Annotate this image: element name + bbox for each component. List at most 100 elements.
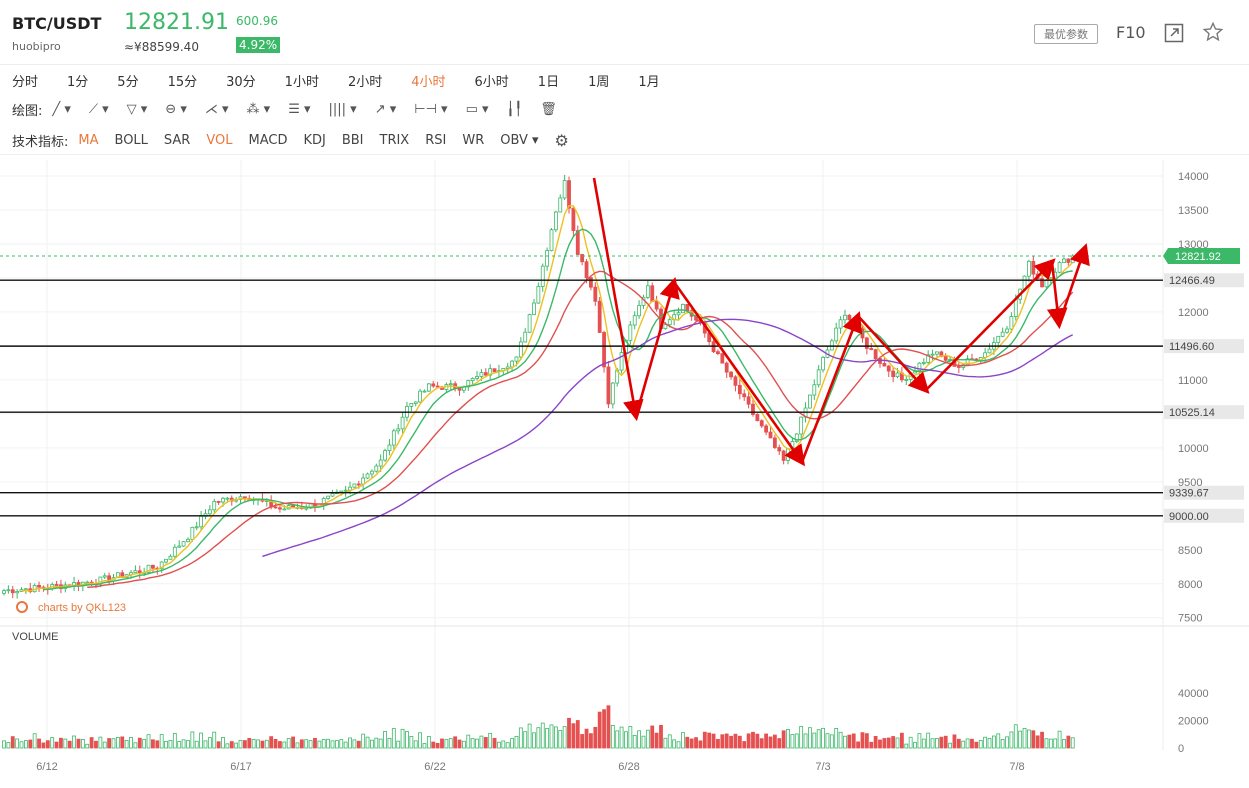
price-tick-label: 8500 (1178, 545, 1202, 557)
timeframe-tab[interactable]: 分时 (12, 74, 39, 90)
volume-bar (589, 733, 593, 749)
indicator-button[interactable]: BOLL (114, 132, 148, 148)
candle-tool-icon[interactable]: ╽╿ (506, 101, 523, 117)
candle-body (996, 335, 1001, 343)
symbol-title: BTC/USDT (12, 14, 102, 33)
timeframe-tab[interactable]: 1分 (67, 74, 89, 90)
volume-bar (172, 733, 177, 749)
candle-body (935, 351, 939, 355)
timeframe-tab[interactable]: 5分 (117, 74, 139, 90)
zigzag-tool-icon[interactable]: ⋌ ▾ (204, 101, 229, 117)
fib-tool-icon[interactable]: ☰ ▾ (288, 101, 311, 117)
volume-bar (234, 742, 239, 749)
indicator-button[interactable]: WR (462, 132, 485, 148)
gear-icon[interactable]: ⚙ (554, 130, 569, 150)
volume-bar (339, 739, 344, 749)
volume-bar (1057, 730, 1062, 749)
timeframe-tab[interactable]: 1周 (588, 74, 610, 90)
candle-body (356, 483, 361, 486)
volume-bar (164, 740, 168, 749)
timeframe-tab[interactable]: 2小时 (347, 74, 383, 90)
indicator-button[interactable]: KDJ (303, 132, 326, 148)
candle-body (610, 382, 615, 405)
candle-body (221, 497, 225, 503)
candle-body (370, 470, 374, 475)
candle-body (133, 570, 138, 574)
price-tick-label: 10000 (1178, 443, 1209, 455)
volume-bar (711, 733, 716, 749)
price-chart[interactable]: 12466.4911496.6010525.149339.679000.0012… (0, 160, 1249, 785)
volume-bar (991, 735, 996, 749)
indicator-button[interactable]: OBV ▾ (500, 132, 539, 148)
indicator-button[interactable]: MACD (248, 132, 288, 148)
timeframe-tab[interactable]: 1小时 (284, 74, 319, 90)
x-axis: 6/12 6/17 6/22 6/28 7/3 7/8 (36, 761, 1024, 773)
trash-icon[interactable]: 🗑 (540, 101, 557, 117)
volume-bar (89, 737, 94, 749)
indicator-button[interactable]: TRIX (379, 132, 410, 148)
candle-body (37, 584, 41, 588)
timeframe-tab[interactable]: 1月 (638, 74, 660, 90)
candle-body (764, 425, 769, 433)
volume-bar (295, 742, 300, 749)
volume-bar (549, 724, 554, 749)
indicator-button[interactable]: SAR (163, 132, 191, 148)
volume-bar (562, 726, 567, 749)
candle-body (584, 261, 589, 279)
candle-body (422, 390, 427, 393)
candle-body (843, 314, 847, 321)
volume-bar (913, 741, 917, 749)
candle-body (518, 341, 523, 358)
candle-body (812, 384, 817, 396)
volume-bar (466, 734, 471, 749)
ray-tool-icon[interactable]: ⟋ ▾ (88, 101, 109, 117)
arrow-tool-icon[interactable]: ↗ ▾ (374, 101, 397, 117)
candle-body (479, 372, 484, 377)
candle-body (1027, 260, 1031, 277)
timeframe-tab[interactable]: 4小时 (411, 74, 446, 90)
text-tool-icon[interactable]: ▭ ▾ (465, 101, 489, 117)
candle-body (343, 489, 348, 492)
star-icon[interactable] (1202, 21, 1224, 43)
price-tick-label: 9500 (1178, 477, 1202, 489)
volume-bar (510, 738, 514, 749)
indicator-button[interactable]: BBI (341, 132, 364, 148)
expand-icon[interactable] (1164, 23, 1184, 43)
pattern-tool-icon[interactable]: ⁂ ▾ (246, 101, 271, 117)
timeframe-tab[interactable]: 15分 (167, 74, 198, 90)
candle-body (829, 340, 834, 351)
line-tool-icon[interactable]: ╱ ▾ (52, 101, 71, 117)
volume-bar (348, 737, 352, 749)
volume-bar (313, 737, 317, 749)
volume-bar (190, 731, 195, 749)
indicator-button[interactable]: RSI (425, 132, 447, 148)
f10-button[interactable]: F10 (1116, 23, 1146, 42)
volume-bar (781, 730, 786, 749)
volume-bar (457, 739, 462, 749)
volume-bar (199, 732, 204, 749)
gann-tool-icon[interactable]: |||| ▾ (328, 101, 357, 117)
volume-bar (707, 732, 712, 749)
best-params-button[interactable]: 最优参数 (1034, 24, 1098, 44)
volume-bar (930, 738, 935, 749)
indicator-button[interactable]: MA (78, 132, 99, 148)
volume-bar (492, 737, 497, 749)
timeframe-tab[interactable]: 1日 (537, 74, 560, 90)
volume-bar (304, 739, 309, 749)
candle-body (553, 211, 558, 231)
candle-body (212, 501, 217, 511)
candle-body (1044, 280, 1049, 288)
indicator-button[interactable]: VOL (206, 132, 233, 148)
circle-tool-icon[interactable]: ⊖ ▾ (165, 101, 187, 117)
volume-bar (251, 739, 256, 749)
candle-body (549, 229, 554, 252)
volume-bar (514, 735, 519, 749)
measure-tool-icon[interactable]: ⊢⊣ ▾ (414, 101, 448, 117)
candle-body (597, 300, 602, 333)
volume-bar (808, 727, 812, 749)
volume-bar (370, 739, 374, 749)
timeframe-tab[interactable]: 30分 (226, 74, 256, 90)
volume-bar (518, 727, 523, 749)
channel-tool-icon[interactable]: ▽ ▾ (126, 101, 148, 117)
timeframe-tab[interactable]: 6小时 (474, 74, 509, 90)
